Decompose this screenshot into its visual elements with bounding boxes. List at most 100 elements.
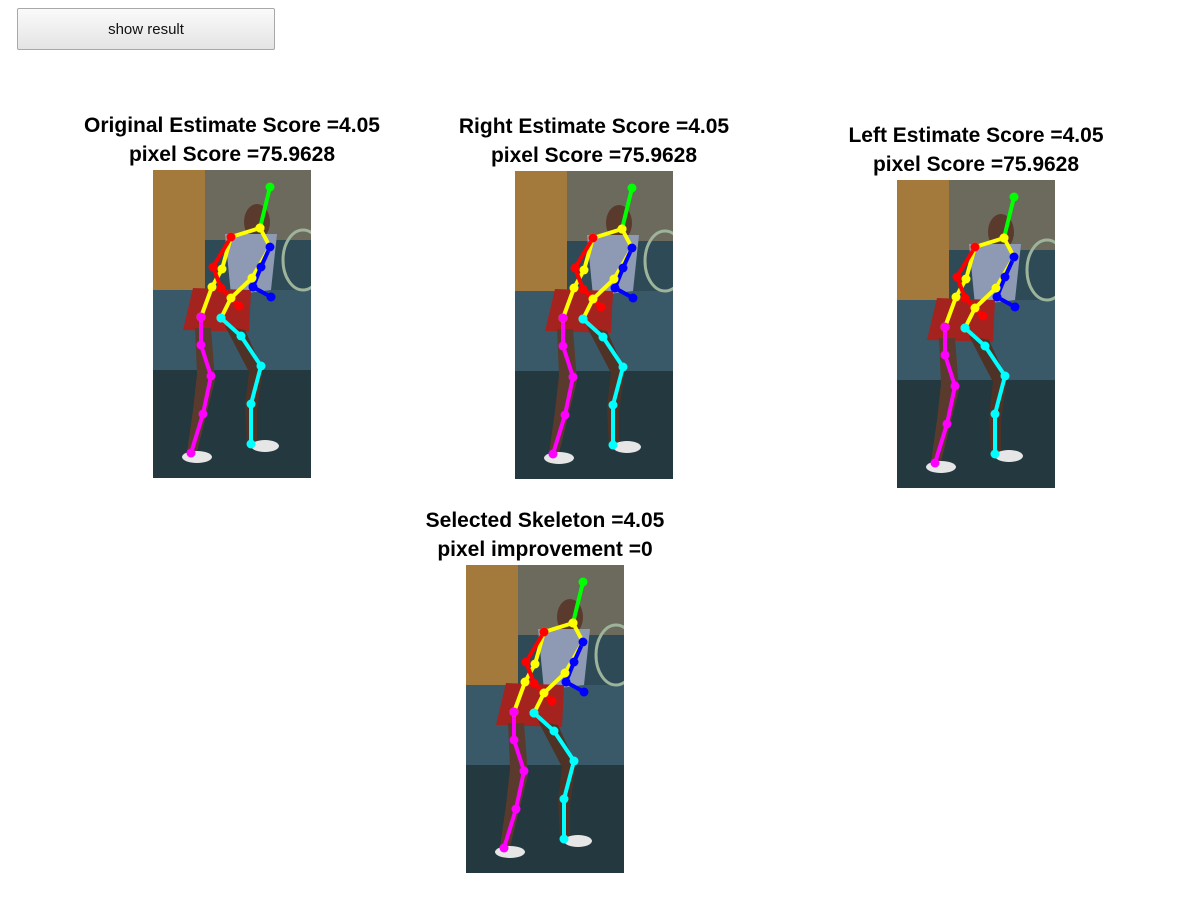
original-estimate-skeleton-torso-joint	[207, 282, 217, 292]
original-estimate-skeleton-left-arm-joint	[266, 292, 276, 302]
left-estimate-skeleton-left-leg-joint	[960, 323, 970, 333]
selected-skeleton-image	[466, 565, 624, 873]
selected-skeleton-skeleton-left-leg-joint	[549, 726, 559, 736]
selected-skeleton-skeleton-right-leg-joint	[499, 843, 509, 853]
original-estimate-skeleton-right-arm-joint	[216, 283, 226, 293]
panel-left-estimate: Left Estimate Score =4.05 pixel Score =7…	[796, 121, 1156, 488]
selected-skeleton-skeleton-left-arm-joint	[569, 657, 579, 667]
left-estimate-skeleton-left-leg-joint	[1000, 371, 1010, 381]
left-estimate-skeleton-torso-joint	[951, 292, 961, 302]
selected-skeleton-skeleton-left-leg-joint	[569, 756, 579, 766]
right-estimate-image	[515, 171, 673, 479]
selected-skeleton-score: Selected Skeleton =4.05	[425, 509, 665, 532]
selected-skeleton-player-right-leg	[500, 723, 528, 847]
selected-skeleton-skeleton-left-arm-limb	[564, 640, 586, 694]
left-estimate-skeleton-left-arm-limb	[995, 255, 1017, 309]
right-estimate-skeleton-right-arm-joint	[588, 233, 598, 243]
left-pixel-score: pixel Score =75.9628	[872, 153, 1080, 176]
original-estimate-skeleton-left-arm-joint	[265, 242, 275, 252]
original-estimate-skeleton-right-leg-joint	[196, 312, 206, 322]
left-estimate-skeleton-left-leg-joint	[980, 341, 990, 351]
left-estimate-skeleton-left-leg-joint	[990, 449, 1000, 459]
original-estimate-skeleton-torso-joint	[217, 264, 227, 274]
left-estimate-player-right-shoe	[926, 461, 956, 473]
original-estimate-skeleton-left-leg-joint	[216, 313, 226, 323]
right-estimate-skeleton-left-arm-joint	[627, 243, 637, 253]
original-estimate-skeleton-left-arm-limb	[251, 245, 273, 299]
left-estimate-skeleton-right-arm-joint	[952, 272, 962, 282]
right-estimate-skeleton-torso-joint	[588, 294, 598, 304]
original-estimate-skeleton-right-leg-joint	[196, 340, 206, 350]
right-estimate-score: Right Estimate Score =4.05	[458, 115, 730, 138]
right-estimate-player-right-shoe	[544, 452, 574, 464]
left-estimate-tennis-racket	[1025, 238, 1055, 302]
show-result-button[interactable]: show result	[17, 8, 275, 50]
left-estimate-skeleton-right-leg-joint	[950, 381, 960, 391]
right-estimate-skeleton-right-arm-joint	[596, 302, 606, 312]
left-estimate-skeleton-head-limb	[1002, 195, 1016, 240]
selected-skeleton-crowd-left	[466, 565, 518, 685]
right-estimate-skeleton-right-arm-joint	[578, 284, 588, 294]
selected-skeleton-skeleton-torso-joint	[539, 688, 549, 698]
selected-skeleton-skeleton-left-arm-joint	[561, 677, 571, 687]
original-estimate-player-shirt	[225, 234, 277, 295]
original-estimate-skeleton-left-leg-joint	[256, 361, 266, 371]
original-estimate-image	[153, 170, 311, 478]
original-estimate-skeleton-torso-joint	[226, 293, 236, 303]
original-estimate-player-left-shoe	[251, 440, 279, 452]
left-estimate-skeleton-right-leg-joint	[930, 458, 940, 468]
original-estimate-skeleton-left-leg-joint	[246, 399, 256, 409]
right-estimate-tennis-racket	[643, 229, 673, 293]
right-estimate-skeleton-torso-joint	[609, 274, 619, 284]
selected-skeleton-skeleton-torso-joint	[520, 677, 530, 687]
left-estimate-court	[897, 380, 1055, 488]
right-estimate-skeleton-right-leg-joint	[558, 341, 568, 351]
original-estimate-skeleton-left-arm-joint	[248, 282, 258, 292]
selected-skeleton-player-right-shoe	[495, 846, 525, 858]
left-estimate-score: Left Estimate Score =4.05	[848, 124, 1104, 147]
original-estimate-skeleton-left-leg-joint	[236, 331, 246, 341]
selected-skeleton-skeleton-left-arm-joint	[579, 687, 589, 697]
selected-skeleton-skeleton-right-arm-joint	[539, 627, 549, 637]
selected-skeleton-player-left-shoe	[564, 835, 592, 847]
left-estimate-skeleton-torso-joint	[991, 283, 1001, 293]
right-estimate-player-shirt	[587, 235, 639, 296]
left-estimate-skeleton-torso-joint	[961, 274, 971, 284]
right-estimate-skeleton-left-leg-joint	[598, 332, 608, 342]
left-estimate-player-shirt	[969, 244, 1021, 305]
original-estimate-score: Original Estimate Score =4.05	[84, 114, 380, 137]
left-estimate-skeleton-right-leg-joint	[940, 350, 950, 360]
original-estimate-skeleton-head-joint	[265, 182, 275, 192]
original-estimate-skeleton-right-leg-joint	[206, 371, 216, 381]
right-estimate-skeleton-left-arm-limb	[613, 246, 635, 300]
right-pixel-score: pixel Score =75.9628	[490, 144, 698, 167]
right-estimate-skeleton-left-arm-joint	[628, 293, 638, 303]
selected-skeleton-tennis-racket	[594, 623, 624, 687]
left-estimate-skeleton-left-arm-joint	[1000, 272, 1010, 282]
left-estimate-skeleton-head-joint	[1009, 192, 1019, 202]
right-estimate-skeleton-head-limb	[620, 186, 634, 231]
selected-skeleton-skeleton-left-arm-joint	[578, 637, 588, 647]
left-estimate-skeleton-right-arm-joint	[970, 242, 980, 252]
left-estimate-skeleton-right-arm-joint	[978, 311, 988, 321]
original-estimate-tennis-racket	[281, 228, 311, 292]
original-estimate-skeleton-right-leg-joint	[198, 409, 208, 419]
left-estimate-skeleton-left-arm-joint	[1010, 302, 1020, 312]
selected-skeleton-skeleton-left-leg-joint	[559, 794, 569, 804]
selected-skeleton-skeleton-head-joint	[578, 577, 588, 587]
right-estimate-skeleton-right-leg-joint	[548, 449, 558, 459]
original-estimate-skeleton-right-arm-joint	[226, 232, 236, 242]
original-estimate-court	[153, 370, 311, 478]
original-estimate-player-right-leg	[187, 328, 215, 452]
right-estimate-player-left-shoe	[613, 441, 641, 453]
right-estimate-skeleton-left-leg-joint	[578, 314, 588, 324]
original-estimate-skeleton-right-arm-joint	[208, 262, 218, 272]
left-estimate-image	[897, 180, 1055, 488]
left-estimate-skeleton-left-arm-joint	[1009, 252, 1019, 262]
selected-skeleton-skeleton-right-arm-joint	[547, 696, 557, 706]
original-estimate-player-right-shoe	[182, 451, 212, 463]
left-estimate-skeleton-right-leg-joint	[942, 419, 952, 429]
selected-skeleton-skeleton-left-leg-joint	[559, 834, 569, 844]
original-estimate-skeleton-right-leg-joint	[186, 448, 196, 458]
right-estimate-crowd-left	[515, 171, 567, 291]
